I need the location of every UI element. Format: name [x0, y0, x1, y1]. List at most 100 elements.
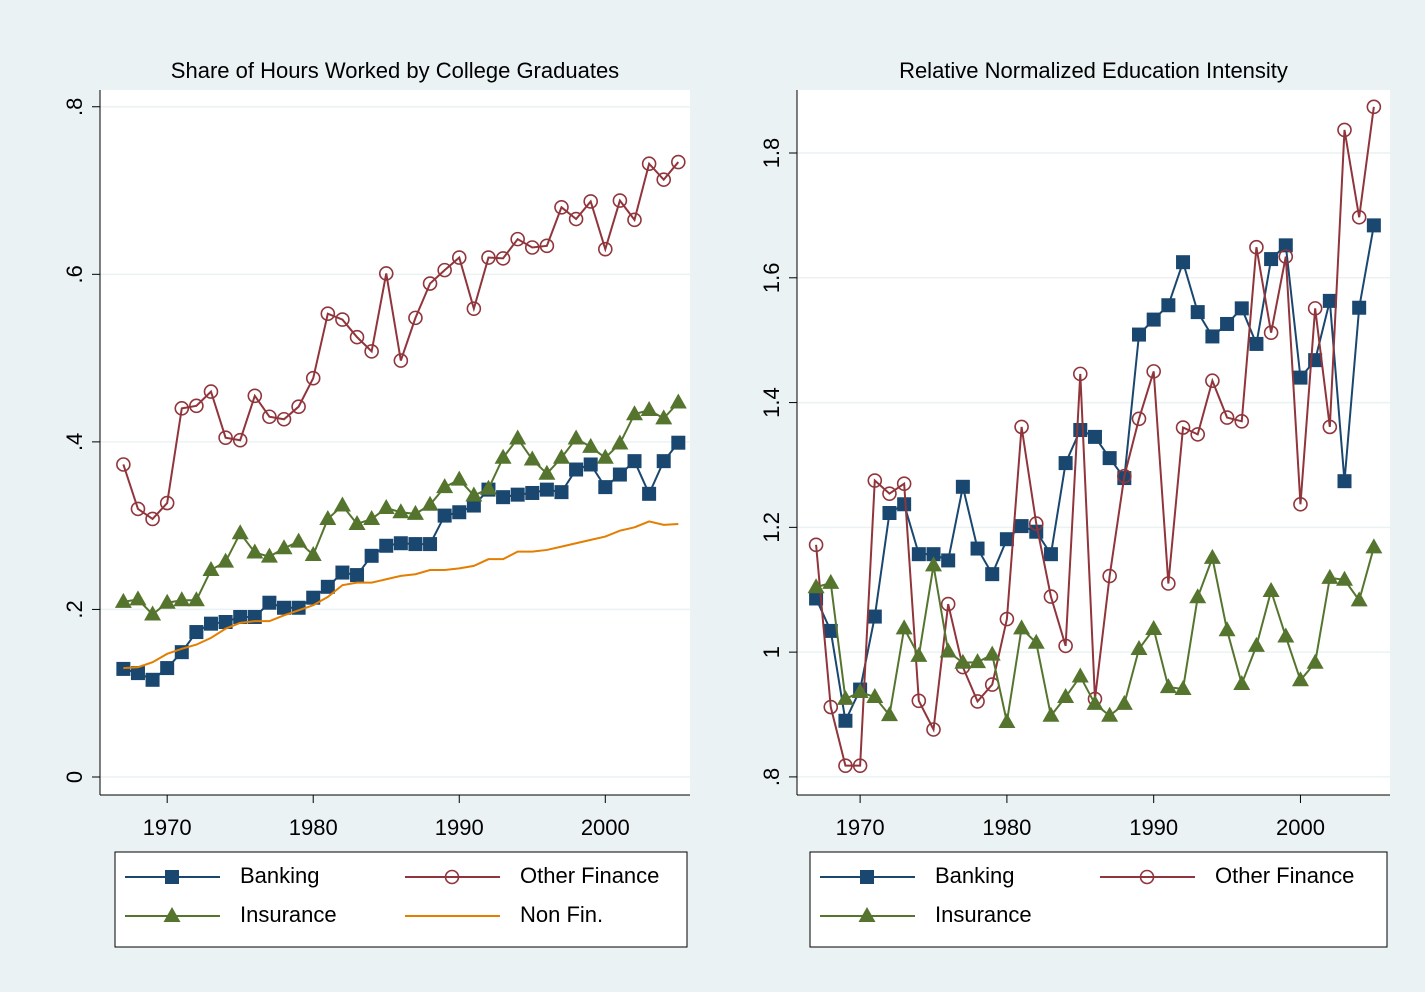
marker-square	[867, 609, 882, 624]
marker-square	[218, 614, 233, 629]
marker-triangle	[392, 503, 410, 519]
marker-circle	[1278, 249, 1294, 264]
marker-circle	[882, 486, 897, 501]
marker-circle	[970, 694, 985, 709]
x-tick-label: 1990	[1129, 815, 1178, 840]
marker-triangle	[173, 591, 191, 607]
marker-triangle	[822, 573, 840, 589]
marker-square	[999, 532, 1014, 547]
marker-square	[598, 480, 613, 495]
marker-circle	[444, 869, 460, 885]
marker-square	[860, 870, 874, 884]
marker-square	[423, 537, 438, 552]
marker-triangle	[202, 561, 220, 577]
marker-square	[1337, 474, 1352, 489]
marker-square	[1264, 252, 1279, 267]
marker-square	[1146, 312, 1161, 327]
marker-triangle	[807, 578, 825, 594]
marker-circle	[524, 240, 540, 255]
marker-circle	[510, 231, 525, 247]
marker-triangle	[1203, 548, 1221, 564]
marker-square	[897, 497, 912, 512]
marker-square	[379, 538, 394, 553]
marker-circle	[539, 238, 555, 254]
legend-label: Insurance	[935, 902, 1032, 927]
marker-circle	[1351, 209, 1367, 225]
x-tick-label: 2000	[1276, 815, 1325, 840]
marker-triangle	[1013, 619, 1031, 635]
legend-label: Other Finance	[1215, 863, 1354, 888]
marker-triangle	[998, 713, 1016, 729]
marker-triangle	[1130, 640, 1148, 656]
marker-triangle	[1145, 620, 1163, 636]
marker-circle	[451, 250, 467, 265]
marker-square	[145, 672, 160, 687]
marker-circle	[422, 276, 438, 291]
marker-square	[393, 536, 408, 551]
marker-triangle	[479, 479, 497, 495]
marker-square	[1234, 301, 1249, 316]
marker-square	[496, 490, 511, 505]
marker-circle	[1219, 410, 1235, 425]
marker-square	[160, 661, 175, 676]
marker-circle	[1131, 411, 1147, 427]
marker-square	[642, 486, 657, 501]
marker-square	[941, 553, 956, 568]
marker-circle	[1058, 638, 1073, 654]
marker-square	[955, 479, 970, 494]
marker-triangle	[866, 688, 884, 704]
marker-circle	[1102, 568, 1117, 584]
marker-square	[970, 541, 985, 556]
marker-circle	[495, 251, 511, 266]
marker-triangle	[1071, 667, 1089, 683]
marker-circle	[1139, 869, 1155, 885]
marker-square	[671, 435, 686, 450]
marker-square	[233, 609, 248, 624]
marker-triangle	[304, 545, 322, 561]
marker-triangle	[1233, 674, 1251, 690]
marker-triangle	[895, 619, 913, 635]
marker-circle	[999, 611, 1015, 627]
marker-circle	[145, 511, 160, 527]
marker-square	[583, 457, 598, 472]
legend-label: Other Finance	[520, 863, 659, 888]
marker-square	[1087, 429, 1102, 444]
marker-circle	[1293, 496, 1308, 512]
marker-circle	[1337, 122, 1352, 138]
marker-square	[189, 625, 204, 640]
marker-circle	[335, 312, 350, 327]
marker-circle	[896, 476, 912, 491]
marker-triangle	[1042, 706, 1060, 722]
marker-triangle	[1174, 679, 1192, 695]
marker-square	[452, 505, 467, 520]
marker-triangle	[348, 514, 366, 530]
marker-triangle	[1335, 570, 1353, 586]
marker-triangle	[655, 409, 673, 425]
marker-circle	[1234, 413, 1250, 429]
marker-triangle	[836, 689, 854, 705]
marker-triangle	[1365, 538, 1383, 554]
marker-circle	[867, 473, 883, 488]
marker-triangle	[436, 478, 454, 494]
marker-square	[1014, 519, 1029, 534]
marker-square	[1352, 300, 1367, 315]
marker-triangle	[925, 556, 943, 572]
marker-circle	[291, 399, 306, 414]
marker-square	[1205, 329, 1220, 344]
legend	[114, 851, 688, 948]
marker-triangle	[421, 495, 439, 511]
marker-triangle	[333, 496, 351, 512]
marker-circle	[1146, 364, 1161, 379]
marker-triangle	[363, 509, 381, 525]
y-tick-label: .4	[62, 433, 87, 451]
marker-triangle	[669, 393, 687, 409]
y-tick-label: .2	[62, 600, 87, 618]
marker-triangle	[1218, 621, 1236, 637]
marker-square	[627, 454, 642, 469]
marker-circle	[159, 495, 175, 511]
marker-circle	[174, 401, 190, 416]
marker-square	[350, 568, 365, 583]
marker-square	[1058, 456, 1073, 471]
marker-triangle	[275, 539, 293, 555]
